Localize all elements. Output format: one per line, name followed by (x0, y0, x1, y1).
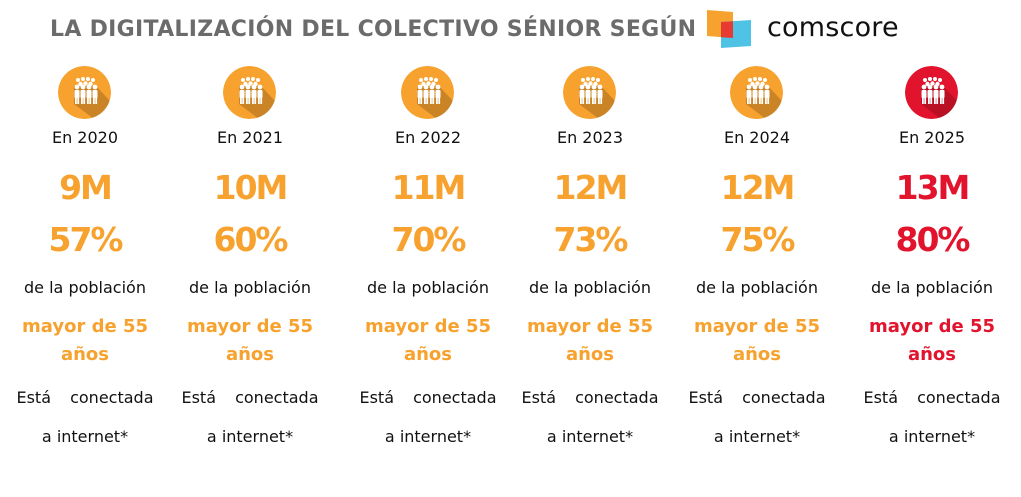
age-label-line2: años (60, 344, 110, 365)
age-label-line1: mayor de 55 (187, 316, 313, 337)
year-label: En 2024 (723, 128, 791, 147)
population-label: de la población (189, 278, 311, 297)
population-label: de la población (24, 278, 146, 297)
comscore-wordmark: comscore (767, 12, 899, 43)
population-label: de la población (367, 278, 489, 297)
millions-value: 12M (720, 168, 796, 207)
percent-value: 75% (720, 220, 796, 259)
people-group-icon (563, 66, 616, 119)
connected-label-line1: Está conectada (521, 388, 659, 407)
page-title: LA DIGITALIZACIÓN DEL COLECTIVO SÉNIOR S… (50, 17, 697, 42)
year-label: En 2020 (51, 128, 119, 147)
millions-value: 10M (213, 168, 289, 207)
connected-label-line1: Está conectada (688, 388, 826, 407)
percent-value: 80% (895, 220, 971, 259)
people-group-icon (223, 66, 276, 119)
year-label: En 2021 (216, 128, 284, 147)
year-label: En 2025 (898, 128, 966, 147)
age-label-line1: mayor de 55 (869, 316, 995, 337)
connected-label-line1: Está conectada (863, 388, 1001, 407)
connected-label-line1: Está conectada (16, 388, 154, 407)
comscore-logo-icon (707, 10, 751, 48)
age-label-line2: años (565, 344, 615, 365)
connected-label-line2: a internet* (888, 427, 976, 446)
connected-label-line2: a internet* (384, 427, 472, 446)
age-label-line1: mayor de 55 (527, 316, 653, 337)
connected-label-line2: a internet* (546, 427, 634, 446)
percent-value: 60% (213, 220, 289, 259)
millions-value: 12M (553, 168, 629, 207)
age-label-line2: años (225, 344, 275, 365)
connected-label-line1: Está conectada (181, 388, 319, 407)
connected-label-line1: Está conectada (359, 388, 497, 407)
age-label-line2: años (907, 344, 957, 365)
millions-value: 11M (391, 168, 467, 207)
age-label-line1: mayor de 55 (365, 316, 491, 337)
people-group-icon (58, 66, 111, 119)
age-label-line1: mayor de 55 (694, 316, 820, 337)
percent-value: 57% (48, 220, 124, 259)
people-group-icon (401, 66, 454, 119)
age-label-line1: mayor de 55 (22, 316, 148, 337)
population-label: de la población (696, 278, 818, 297)
millions-value: 13M (895, 168, 971, 207)
percent-value: 73% (553, 220, 629, 259)
connected-label-line2: a internet* (206, 427, 294, 446)
age-label-line2: años (403, 344, 453, 365)
percent-value: 70% (391, 220, 467, 259)
population-label: de la población (529, 278, 651, 297)
people-group-icon (905, 66, 958, 119)
comscore-logo: comscore (707, 10, 947, 50)
millions-value: 9M (59, 168, 113, 207)
population-label: de la población (871, 278, 993, 297)
connected-label-line2: a internet* (41, 427, 129, 446)
age-label-line2: años (732, 344, 782, 365)
people-group-icon (730, 66, 783, 119)
year-label: En 2023 (556, 128, 624, 147)
connected-label-line2: a internet* (713, 427, 801, 446)
year-label: En 2022 (394, 128, 462, 147)
